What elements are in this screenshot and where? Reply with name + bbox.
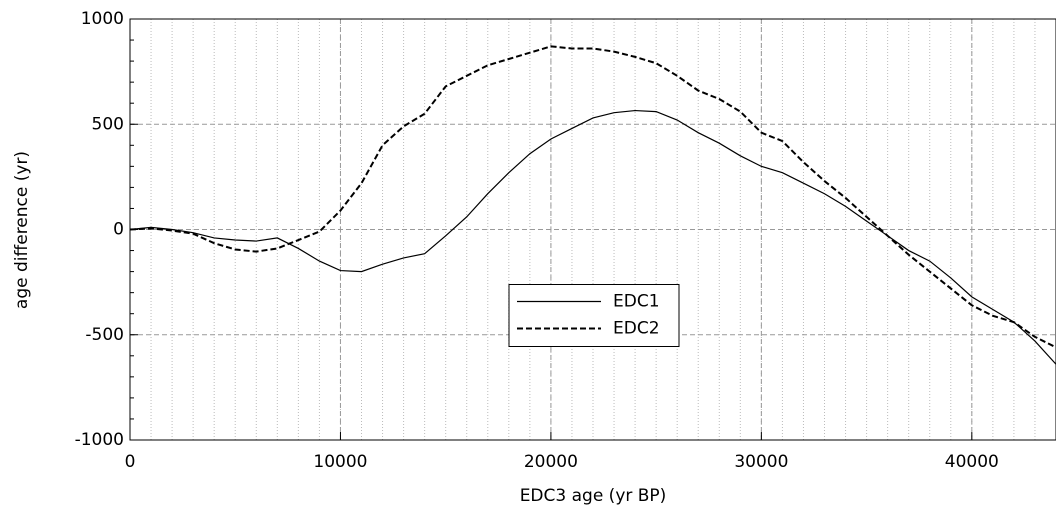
x-tick-label: 30000	[734, 452, 788, 472]
legend-label: EDC2	[613, 319, 660, 339]
y-tick-label: 500	[92, 114, 124, 134]
x-tick-label: 40000	[945, 452, 999, 472]
y-tick-label: -500	[85, 325, 124, 345]
data-line	[129, 109, 1056, 365]
legend: EDC1 EDC2	[508, 284, 680, 347]
plot-frame	[129, 18, 1056, 441]
y-axis-label: age difference (yr)	[12, 151, 32, 309]
x-tick-label: 0	[125, 452, 136, 472]
x-tick-label: 20000	[524, 452, 578, 472]
y-tick-label: 0	[113, 220, 124, 240]
x-tick-label: 10000	[313, 452, 367, 472]
y-tick-label: 1000	[81, 9, 124, 29]
legend-box	[508, 284, 680, 347]
y-tick-label: -1000	[75, 430, 124, 450]
legend-label: EDC1	[613, 292, 660, 312]
data-line	[129, 45, 1056, 349]
x-axis-label: EDC3 age (yr BP)	[520, 486, 667, 506]
